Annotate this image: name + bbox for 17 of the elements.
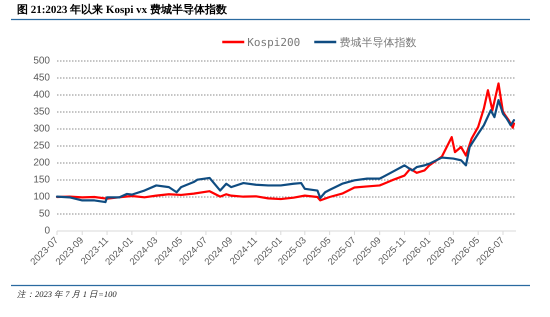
y-tick-label: 450: [33, 72, 50, 84]
line-series: [56, 82, 516, 202]
text: 注：2023 年 7 月 1 日=100: [17, 289, 118, 299]
y-tick-label: 50: [38, 208, 50, 220]
y-tick-label: 500: [33, 56, 50, 67]
y-tick-label: 150: [33, 174, 50, 186]
legend-label: 费城半导体指数: [339, 36, 416, 49]
y-tick-label: 100: [33, 192, 50, 203]
line-series: [56, 99, 516, 204]
chart-title: 图 21:2023 年以来 Kospi vx 费城半导体指数: [17, 3, 228, 16]
legend-label: Kospi200: [247, 36, 300, 49]
y-tick-label: 250: [33, 140, 50, 152]
y-tick-label: 350: [33, 106, 50, 118]
y-tick-label: 200: [33, 158, 50, 169]
y-tick-label: 300: [33, 124, 50, 135]
y-tick-label: 0: [44, 226, 50, 237]
y-tick-label: 400: [33, 90, 50, 101]
